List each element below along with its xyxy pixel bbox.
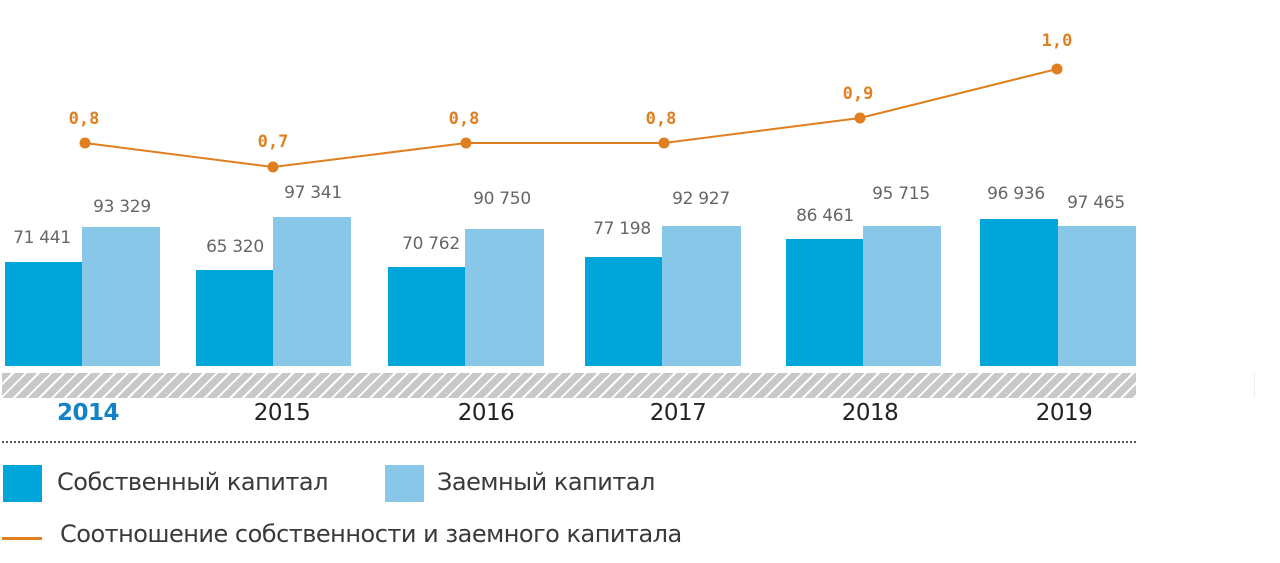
year-label-2018[interactable]: 2018 (841, 400, 899, 426)
ratio-point-2014 (79, 137, 91, 149)
year-label-2014[interactable]: 2014 (56, 400, 120, 426)
bar-debt-2019 (1058, 226, 1136, 366)
legend-equity-label: Собственный капитал (57, 468, 328, 496)
legend-debt-label: Заемный капитал (437, 468, 655, 496)
bar-debt-2018 (863, 226, 941, 366)
equity-value-2018: 86 461 (796, 206, 854, 226)
debt-value-2018: 95 715 (872, 184, 930, 204)
bar-equity-2018 (786, 239, 863, 366)
legend-ratio-line (2, 537, 42, 540)
year-label-2016[interactable]: 2016 (457, 400, 515, 426)
bar-debt-2017 (662, 226, 741, 366)
bar-equity-2014 (5, 262, 82, 366)
legend-ratio-label: Соотношение собственности и заемного кап… (60, 520, 682, 548)
ratio-point-2015 (267, 161, 279, 173)
ratio-label-2017: 0,8 (645, 109, 677, 129)
ratio-point-2017 (658, 137, 670, 149)
divider-line (1254, 374, 1255, 398)
year-label-2017[interactable]: 2017 (649, 400, 707, 426)
equity-value-2019: 96 936 (987, 184, 1045, 204)
ratio-point-2016 (460, 137, 472, 149)
bar-debt-2015 (273, 217, 351, 366)
year-label-2015[interactable]: 2015 (253, 400, 311, 426)
bar-equity-2015 (196, 270, 273, 366)
legend-equity-swatch (3, 465, 42, 502)
ratio-label-2018: 0,9 (842, 84, 874, 104)
bar-debt-2014 (82, 227, 160, 366)
bar-equity-2019 (980, 219, 1058, 366)
equity-value-2015: 65 320 (206, 237, 264, 257)
legend-debt-swatch (385, 465, 424, 502)
bar-equity-2016 (388, 267, 465, 366)
dotted-separator (2, 441, 1136, 443)
axis-baseline-hatch (2, 373, 1136, 398)
ratio-point-2018 (854, 112, 866, 124)
bar-equity-2017 (585, 257, 662, 366)
debt-value-2015: 97 341 (284, 183, 342, 203)
year-label-2019[interactable]: 2019 (1035, 400, 1093, 426)
debt-value-2019: 97 465 (1067, 193, 1125, 213)
ratio-label-2015: 0,7 (257, 132, 289, 152)
equity-value-2014: 71 441 (13, 228, 71, 248)
debt-value-2017: 92 927 (672, 189, 730, 209)
debt-value-2014: 93 329 (93, 197, 151, 217)
equity-value-2017: 77 198 (593, 219, 651, 239)
ratio-label-2014: 0,8 (68, 109, 100, 129)
bar-debt-2016 (465, 229, 544, 366)
ratio-point-2019 (1051, 63, 1063, 75)
debt-value-2016: 90 750 (473, 189, 531, 209)
ratio-label-2019: 1,0 (1041, 31, 1073, 51)
equity-value-2016: 70 762 (402, 234, 460, 254)
ratio-label-2016: 0,8 (448, 109, 480, 129)
